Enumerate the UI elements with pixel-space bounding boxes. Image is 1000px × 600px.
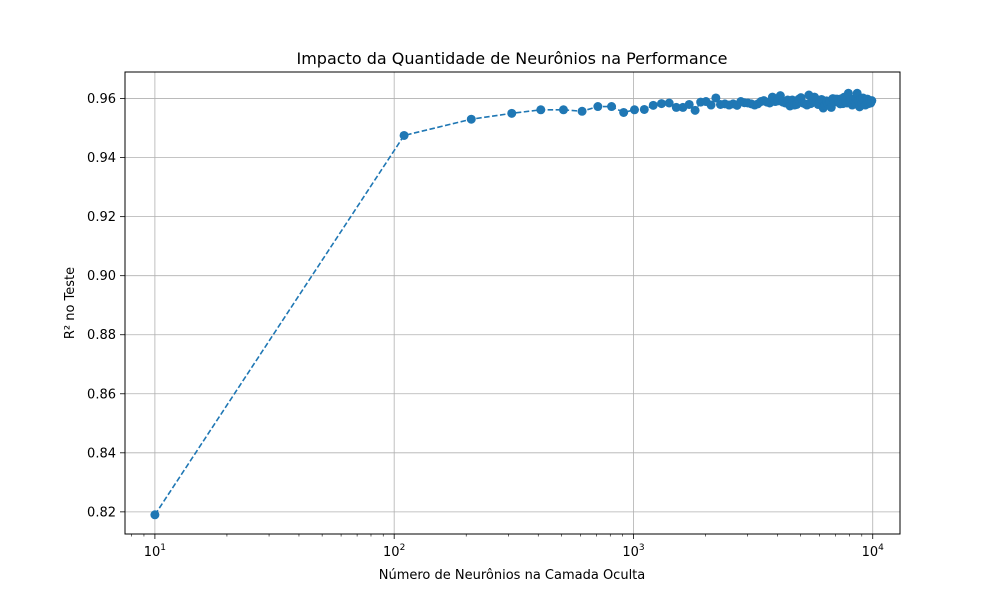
y-tick-label: 0.90 [87,269,116,284]
data-point [711,93,721,103]
data-point [657,99,667,109]
data-point [558,105,568,115]
grid-lines [125,72,900,534]
axis-ticks: 101 102 103 1040.820.840.860.880.900.920.94… [87,92,884,560]
data-series [150,88,877,520]
data-point [867,96,877,106]
x-tick-label: 103 [622,543,644,560]
y-tick-label: 0.88 [87,328,116,343]
x-tick-label-exponent: 4 [878,543,884,553]
x-tick-label-exponent: 3 [639,543,645,553]
data-point [466,114,476,124]
data-point [619,107,629,117]
plot-area-frame [124,71,901,535]
data-point [150,510,160,520]
x-tick-label-base: 10 [862,545,879,560]
y-tick-label: 0.84 [87,446,116,461]
data-point [664,98,674,108]
y-tick-label: 0.92 [87,210,116,225]
x-tick-label-base: 10 [144,545,161,560]
data-point [507,108,517,118]
data-point [607,102,617,112]
x-tick-label: 101 [144,543,166,560]
x-tick-label-exponent: 2 [400,543,406,553]
y-tick-label: 0.94 [87,151,116,166]
data-point [577,106,587,116]
data-point [639,104,649,114]
chart-title: Impacto da Quantidade de Neurônios na Pe… [297,49,728,68]
y-tick-label: 0.82 [87,505,116,520]
x-tick-label-base: 10 [383,545,400,560]
x-tick-label-base: 10 [622,545,639,560]
y-tick-label: 0.96 [87,92,116,107]
data-point [593,102,603,112]
data-point [684,99,694,109]
data-point [399,130,409,140]
x-axis-label: Número de Neurônios na Camada Oculta [379,568,646,583]
data-point [648,100,658,110]
y-axis-label: R² no Teste [63,267,78,339]
data-point [706,100,716,110]
x-tick-label-exponent: 1 [160,543,166,553]
data-point [671,102,681,112]
y-tick-label: 0.86 [87,387,116,402]
x-tick-label: 102 [383,543,405,560]
data-point [690,105,700,115]
x-tick-label: 104 [862,543,885,560]
data-point [629,105,639,115]
data-point [536,105,546,115]
